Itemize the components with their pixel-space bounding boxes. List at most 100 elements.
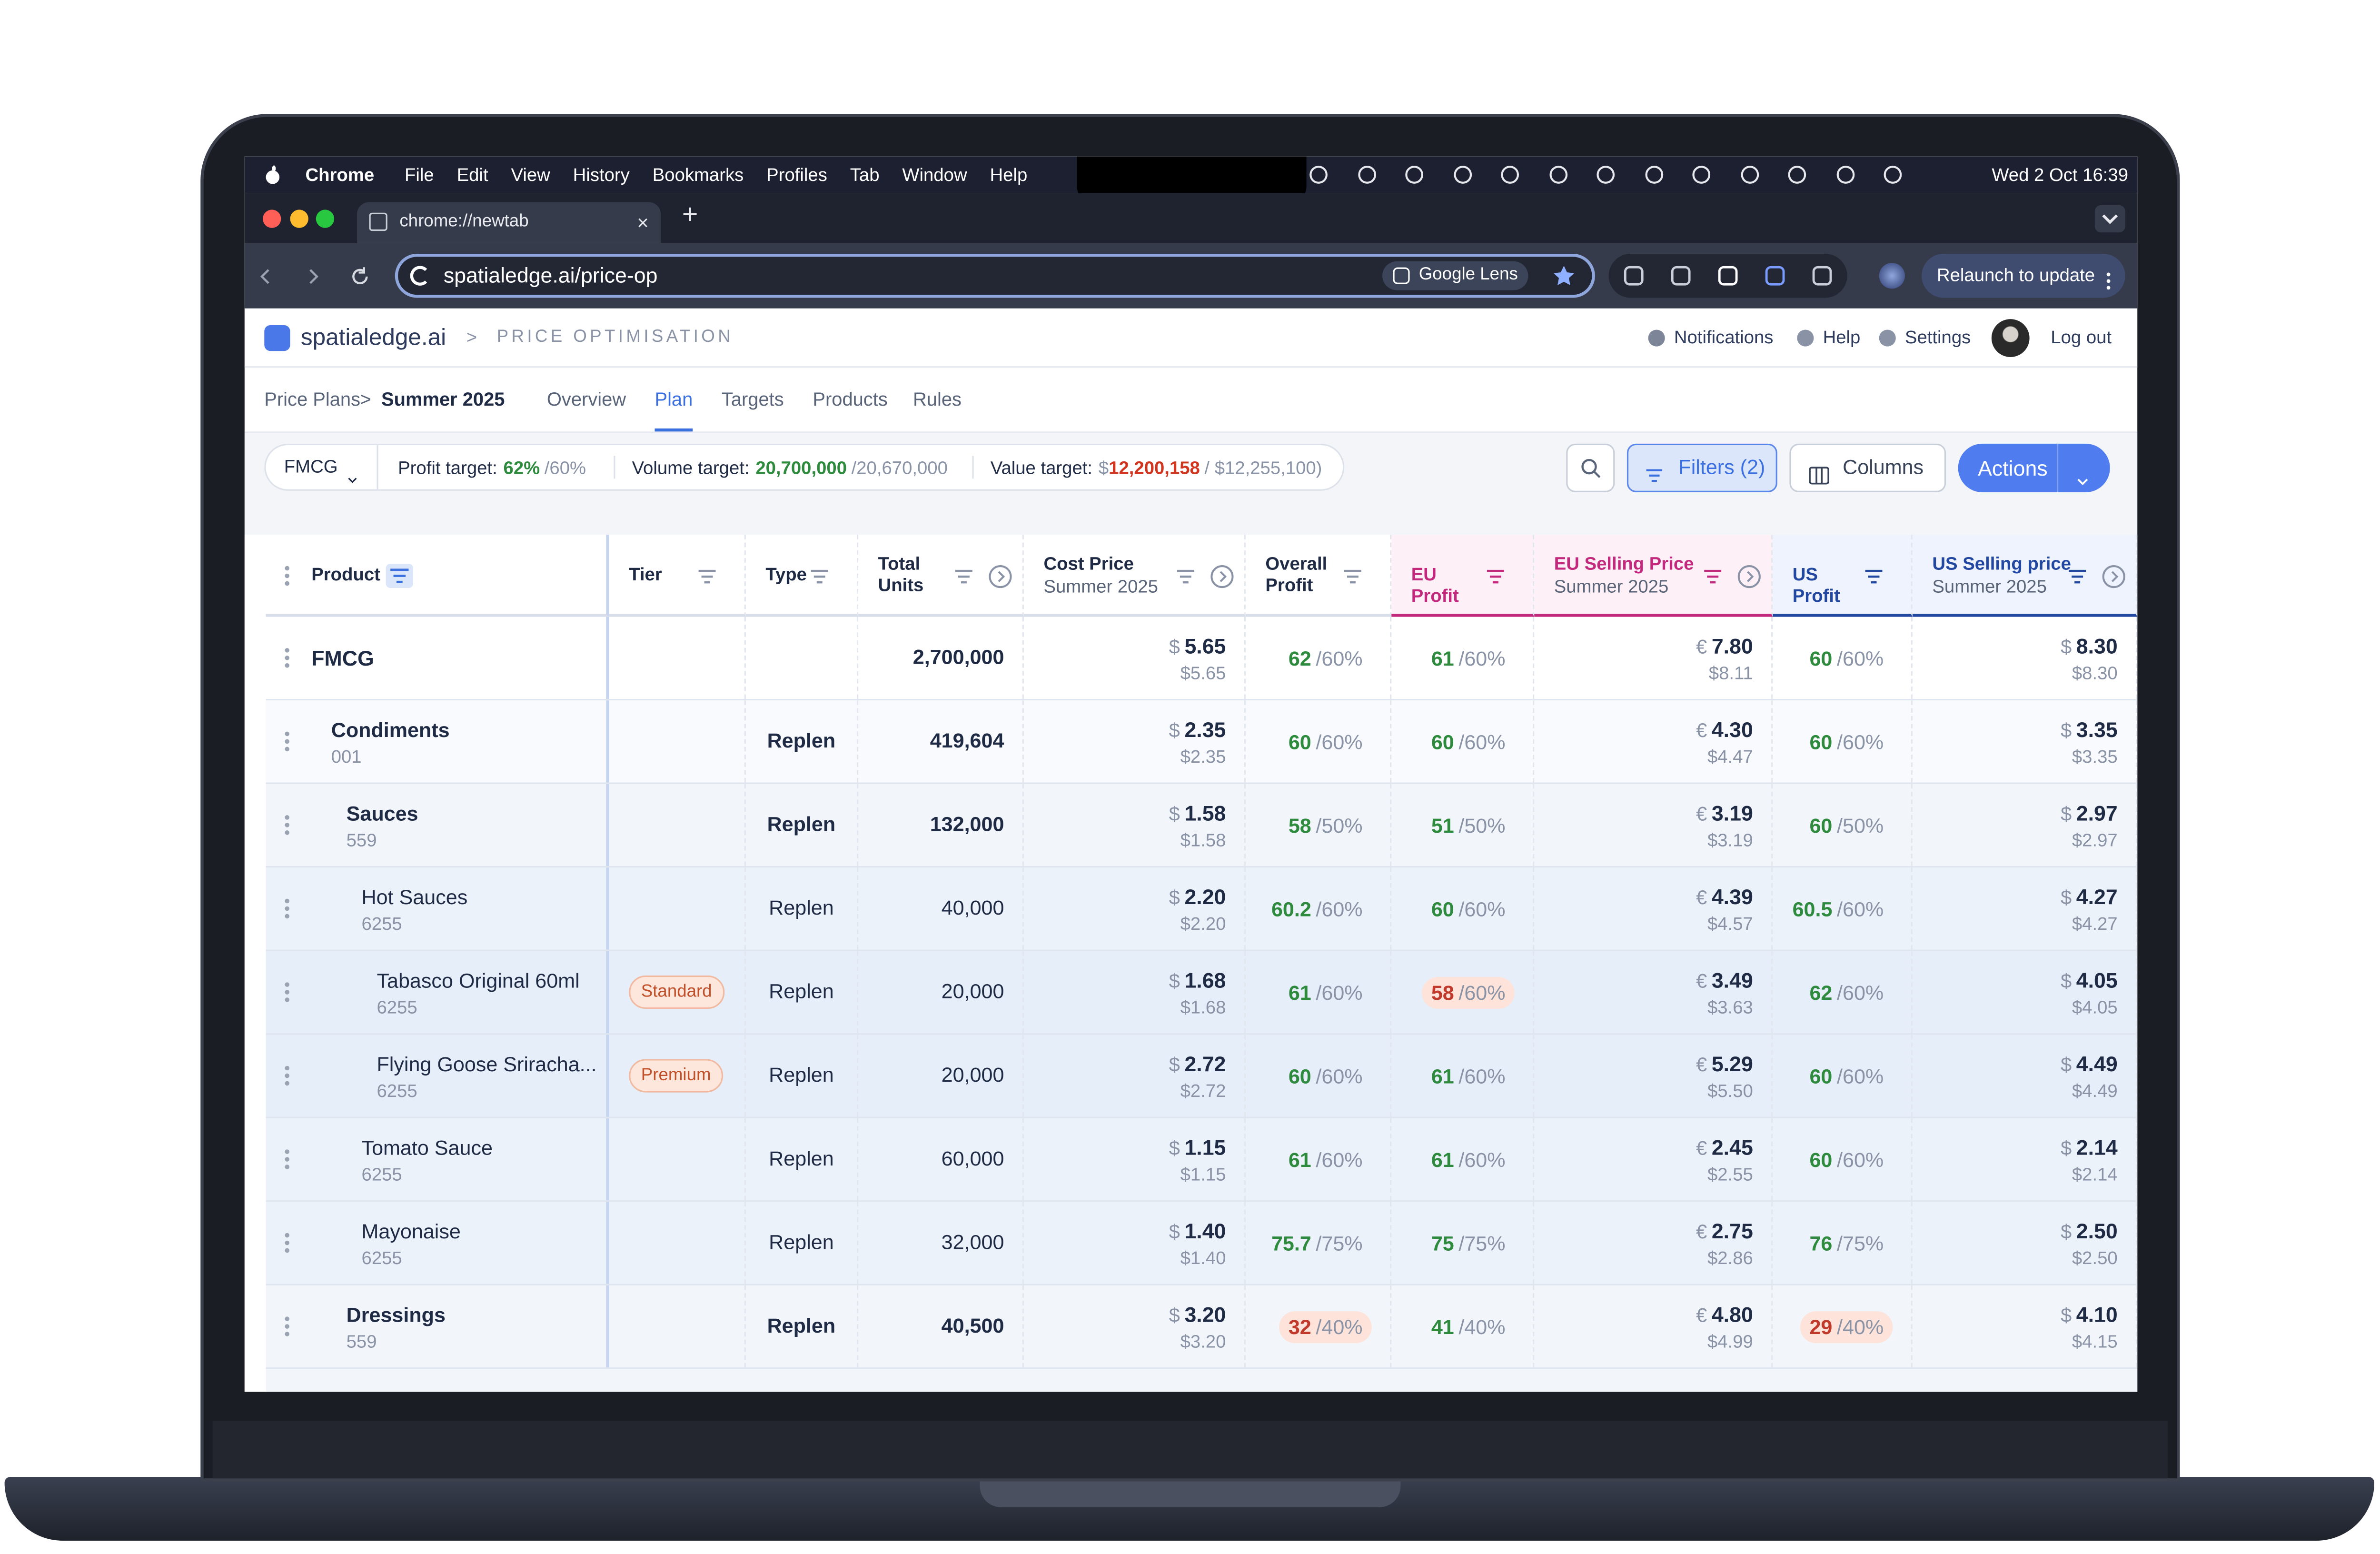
extension-icon[interactable]	[1622, 264, 1645, 287]
tab-search[interactable]	[2094, 205, 2125, 233]
column-header[interactable]: Total Units	[858, 535, 1024, 617]
reload-button[interactable]	[349, 266, 371, 287]
column-header[interactable]: Overall Profit	[1245, 535, 1392, 617]
filters-button[interactable]: Filters (2)	[1626, 443, 1777, 492]
price-base: $4.99	[1707, 1331, 1753, 1353]
column-expand[interactable]	[987, 564, 1013, 589]
column-header[interactable]: US Selling price Summer 2025	[1912, 535, 2138, 617]
nav-tab[interactable]: Plan	[654, 368, 693, 432]
row-handle[interactable]	[275, 729, 299, 754]
table-row[interactable]: Flying Goose Sriracha... 6255 Premium Reple…	[266, 1035, 2138, 1118]
bookmark-star[interactable]	[1553, 264, 1576, 287]
column-filter[interactable]	[1174, 565, 1197, 588]
actions-button[interactable]: Actions	[1958, 443, 2110, 492]
row-handle[interactable]	[275, 1147, 299, 1171]
menu-item[interactable]: File	[404, 164, 434, 186]
row-handle[interactable]	[275, 980, 299, 1004]
segment-select[interactable]: FMCG	[266, 445, 378, 489]
window-control[interactable]	[289, 209, 308, 228]
row-handle[interactable]	[275, 1231, 299, 1255]
column-header[interactable]: Cost Price Summer 2025	[1023, 535, 1246, 617]
columns-icon	[1808, 458, 1831, 485]
column-expand[interactable]	[1209, 564, 1235, 589]
cell	[609, 1285, 746, 1368]
nav-tab[interactable]: Overview	[546, 388, 626, 410]
header-link[interactable]: Log out	[2051, 327, 2112, 348]
menu-item[interactable]: Help	[990, 164, 1028, 186]
column-header[interactable]: EU Selling Price Summer 2025	[1534, 535, 1773, 617]
profile-avatar[interactable]	[1879, 263, 1905, 289]
column-filter[interactable]	[952, 565, 975, 588]
row-handle[interactable]	[275, 1315, 299, 1339]
header-link[interactable]: Help	[1823, 327, 1861, 348]
browser-tab[interactable]: chrome://newtab ×	[357, 202, 661, 243]
brand-name[interactable]: spatialedge.ai	[300, 325, 446, 351]
row-handle[interactable]	[275, 1064, 299, 1088]
status-icon	[1547, 164, 1568, 186]
back-button[interactable]	[255, 266, 277, 287]
profit-value: 60	[1809, 731, 1833, 754]
column-header[interactable]: Type	[745, 535, 859, 617]
search-button[interactable]	[1566, 443, 1615, 492]
menu-item[interactable]: History	[573, 164, 630, 186]
price-base: $3.63	[1707, 996, 1753, 1018]
menu-item[interactable]: Tab	[850, 164, 880, 186]
target-value: 12,200,158	[1109, 456, 1200, 478]
nav-tab[interactable]: Targets	[721, 388, 784, 410]
cell: €4.39 $4.57	[1534, 867, 1773, 950]
nav-tab[interactable]: Products	[813, 388, 888, 410]
relaunch-button[interactable]: Relaunch to update	[1922, 253, 2125, 298]
column-filter[interactable]	[696, 565, 719, 588]
menu-item[interactable]: Bookmarks	[652, 164, 744, 186]
extension-icon[interactable]	[1764, 264, 1786, 287]
row-handle[interactable]	[275, 897, 299, 921]
extension-icon[interactable]	[1811, 264, 1834, 287]
header-link[interactable]: Notifications	[1674, 327, 1774, 348]
column-header[interactable]: Tier	[609, 535, 746, 617]
new-tab[interactable]: +	[682, 199, 698, 229]
column-title: EU Profit	[1411, 563, 1459, 607]
header-link[interactable]: Settings	[1904, 327, 1971, 348]
column-filter[interactable]	[1341, 565, 1364, 588]
column-header[interactable]: EU Profit	[1391, 535, 1535, 617]
column-filter[interactable]	[2066, 565, 2089, 588]
column-header[interactable]: Product	[266, 535, 609, 617]
google-lens[interactable]: Google Lens	[1382, 261, 1528, 290]
menu-item[interactable]: Window	[902, 164, 967, 186]
table-row[interactable]: Tomato Sauce 6255 Replen 60,000 $1.15 $1.15 61…	[266, 1118, 2138, 1202]
column-expand[interactable]	[2101, 564, 2127, 589]
product-code: 001	[331, 746, 362, 767]
breadcrumb-item[interactable]: Price Plans	[264, 388, 361, 410]
row-handle[interactable]	[275, 646, 299, 670]
columns-button[interactable]: Columns	[1789, 443, 1946, 492]
table-row[interactable]: Tabasco Original 60ml 6255 Standard Replen 2…	[266, 951, 2138, 1035]
tab-close[interactable]: ×	[637, 211, 649, 234]
table-row[interactable]: Mayonaise 6255 Replen 32,000 $1.40 $1.40 75.7/…	[266, 1202, 2138, 1285]
target-divider	[614, 456, 615, 479]
extension-icon[interactable]	[1669, 264, 1692, 287]
menu-item[interactable]: Profiles	[766, 164, 827, 186]
table-row[interactable]: Hot Sauces 6255 Replen 40,000 $2.20 $2.20 60.2…	[266, 867, 2138, 951]
menu-item[interactable]: Edit	[456, 164, 488, 186]
window-control[interactable]	[316, 209, 335, 228]
extension-icon[interactable]	[1716, 264, 1739, 287]
nav-tab[interactable]: Rules	[912, 388, 962, 410]
column-header[interactable]: US Profit	[1773, 535, 1913, 617]
column-filter[interactable]	[1701, 565, 1724, 588]
column-expand[interactable]	[1736, 564, 1762, 589]
column-filter[interactable]	[1484, 565, 1507, 588]
forward-button[interactable]	[302, 266, 324, 287]
table-row[interactable]: Sauces 559 Replen 132,000 $1.58 $1.58 58/50% 51…	[266, 784, 2138, 868]
table-row[interactable]: Dressings 559 Replen 40,500 $3.20 $3.20 32/40%…	[266, 1285, 2138, 1369]
user-avatar[interactable]	[1991, 319, 2030, 357]
menu-item[interactable]: View	[511, 164, 550, 186]
row-handle[interactable]	[275, 813, 299, 837]
column-filter[interactable]	[386, 563, 414, 588]
column-filter[interactable]	[1863, 565, 1885, 588]
window-control[interactable]	[263, 209, 281, 228]
table-row[interactable]: FMCG 2,700,000 $5.65 $5.65 62/60% 61/60% €7.80…	[266, 617, 2138, 701]
column-filter[interactable]	[808, 565, 831, 588]
table-row[interactable]: Condiments 001 Replen 419,604 $2.35 $2.35 60/6…	[266, 700, 2138, 784]
address-bar[interactable]: spatialedge.ai/price-op Google Lens	[395, 253, 1595, 298]
actions-chevron[interactable]	[2073, 459, 2092, 486]
